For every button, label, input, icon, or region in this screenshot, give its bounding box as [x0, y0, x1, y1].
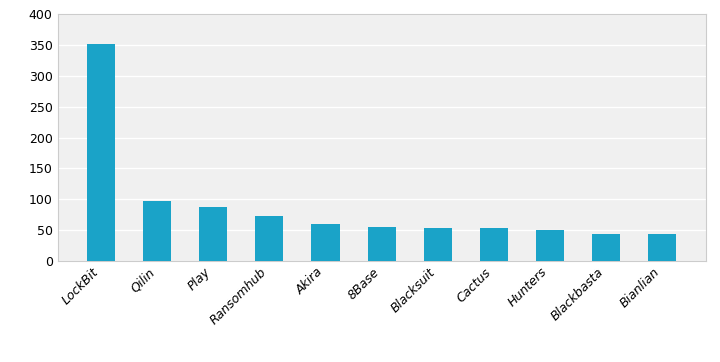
Bar — [592, 234, 620, 261]
Bar — [536, 230, 564, 261]
Bar — [199, 207, 228, 261]
Bar — [648, 234, 676, 261]
Bar — [423, 228, 451, 261]
Bar — [143, 201, 171, 261]
Bar — [87, 44, 115, 261]
Bar — [368, 227, 395, 261]
Bar — [312, 224, 340, 261]
Bar — [256, 216, 284, 261]
Bar — [480, 228, 508, 261]
